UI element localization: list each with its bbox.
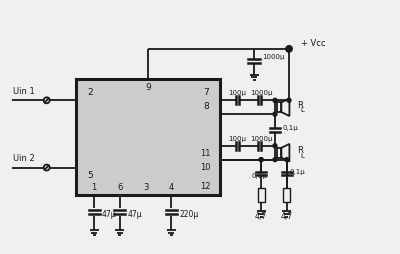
Text: 100µ: 100µ — [228, 90, 246, 96]
Text: 100µ: 100µ — [228, 136, 246, 142]
Text: 1: 1 — [92, 183, 97, 192]
Text: 12: 12 — [200, 182, 210, 191]
Text: 4: 4 — [169, 183, 174, 192]
Text: Uin 2: Uin 2 — [13, 154, 35, 163]
Bar — [277, 148, 281, 158]
Text: R: R — [297, 101, 303, 110]
Text: R: R — [297, 146, 303, 155]
Circle shape — [273, 112, 277, 116]
Circle shape — [285, 158, 289, 162]
Text: 11: 11 — [200, 149, 210, 158]
Bar — [76, 78, 220, 195]
Text: Uin 1: Uin 1 — [13, 87, 35, 96]
Text: 0,1µ: 0,1µ — [251, 173, 267, 180]
Text: 10: 10 — [200, 163, 210, 172]
Circle shape — [287, 98, 291, 102]
Bar — [277, 102, 281, 112]
Text: 3: 3 — [143, 183, 148, 192]
Circle shape — [259, 158, 263, 162]
Text: 0,1µ: 0,1µ — [290, 168, 306, 174]
Circle shape — [273, 144, 277, 148]
Text: 8: 8 — [203, 102, 209, 111]
Text: L: L — [301, 153, 304, 159]
Text: 47µ: 47µ — [102, 210, 117, 218]
Polygon shape — [281, 98, 290, 116]
Text: + Vcc: + Vcc — [301, 39, 325, 49]
Text: 47µ: 47µ — [128, 210, 142, 218]
Circle shape — [287, 47, 291, 51]
Polygon shape — [281, 144, 290, 162]
Text: 5: 5 — [87, 171, 93, 180]
Circle shape — [273, 98, 277, 102]
Text: 2: 2 — [88, 88, 93, 97]
Text: 0,1µ: 0,1µ — [283, 125, 299, 131]
Text: 220µ: 220µ — [179, 210, 198, 218]
Text: 1000µ: 1000µ — [262, 54, 285, 60]
Text: 9: 9 — [145, 83, 151, 92]
Text: 6: 6 — [117, 183, 122, 192]
Text: L: L — [301, 107, 304, 113]
Circle shape — [259, 158, 263, 162]
Text: 4,7: 4,7 — [281, 212, 293, 220]
Text: 4,7: 4,7 — [255, 212, 267, 220]
Text: 7: 7 — [203, 88, 209, 97]
Circle shape — [273, 158, 277, 162]
Text: 1000µ: 1000µ — [250, 90, 272, 96]
Text: 1000µ: 1000µ — [250, 136, 272, 142]
Bar — [283, 188, 290, 202]
Bar — [258, 188, 264, 202]
